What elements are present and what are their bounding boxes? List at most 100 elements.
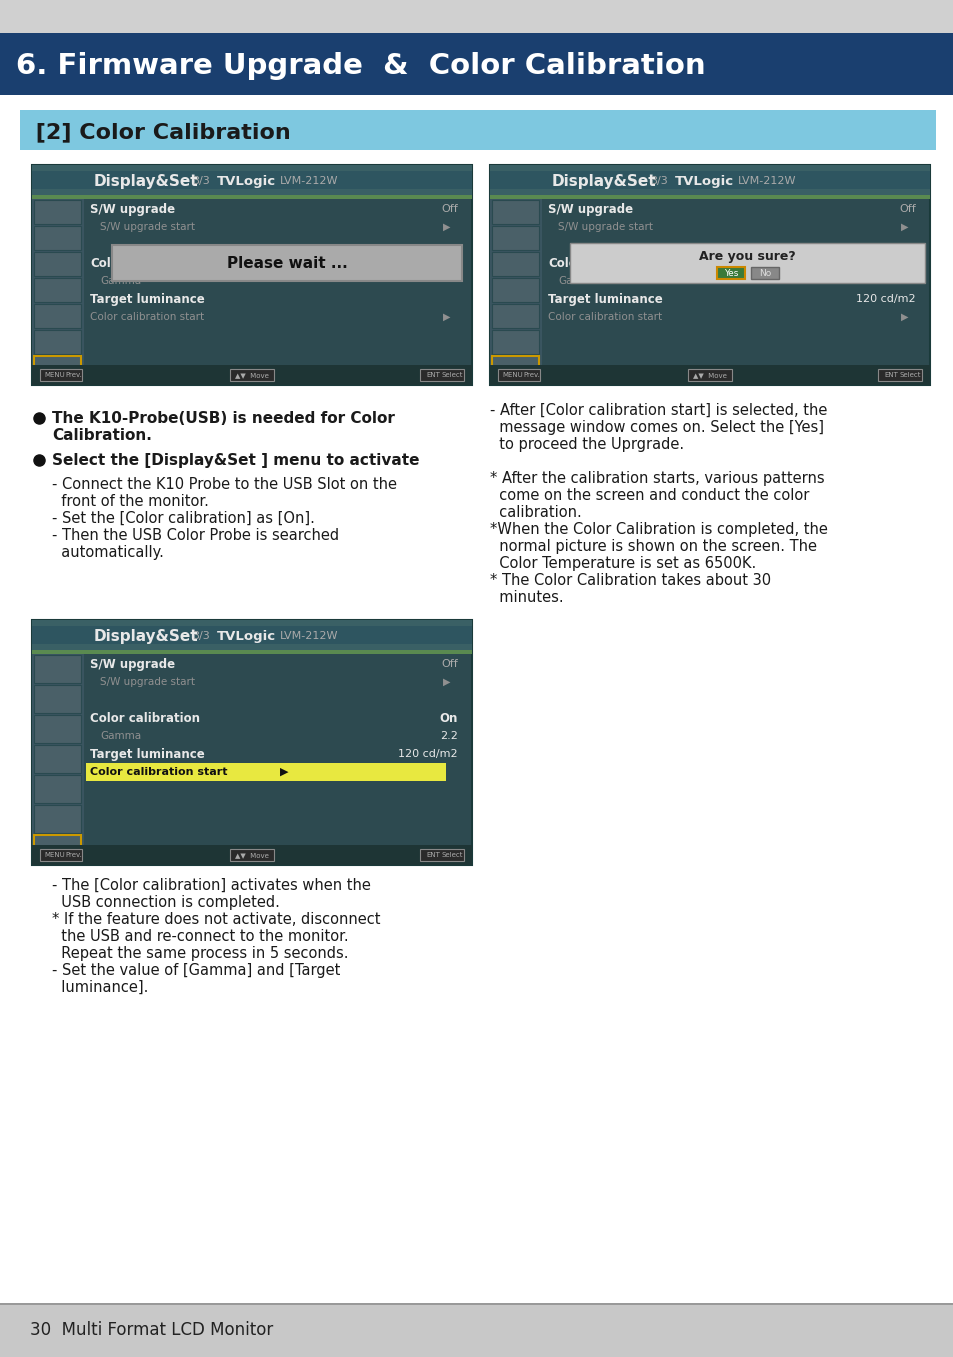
Bar (40, 849, 82, 860)
Bar (34, 252, 81, 275)
Bar (490, 171, 929, 189)
Text: Select the [Display&Set ] menu to activate: Select the [Display&Set ] menu to activa… (52, 452, 419, 468)
Text: S/W upgrade: S/W upgrade (547, 202, 633, 216)
Text: ▶: ▶ (442, 223, 450, 232)
Bar (569, 243, 924, 284)
Text: * The Color Calibration takes about 30: * The Color Calibration takes about 30 (490, 573, 770, 588)
Text: ▲▼  Move: ▲▼ Move (234, 372, 269, 379)
Text: Off: Off (899, 204, 915, 214)
Text: ▶: ▶ (900, 312, 907, 322)
Text: Color calibration start: Color calibration start (90, 767, 227, 778)
Text: No: No (758, 269, 770, 277)
Bar (32, 654, 84, 864)
Bar (34, 227, 81, 250)
Text: 30  Multi Format LCD Monitor: 30 Multi Format LCD Monitor (30, 1320, 273, 1339)
Text: 3/3: 3/3 (649, 176, 667, 186)
Bar (490, 365, 929, 385)
Text: ENT: ENT (883, 372, 897, 379)
Text: Gamma: Gamma (558, 275, 598, 286)
Text: ▲▼  Move: ▲▼ Move (692, 372, 726, 379)
Text: Color calibration: Color calibration (90, 711, 200, 725)
Bar (230, 849, 274, 860)
Text: Select: Select (441, 852, 463, 858)
Bar (32, 166, 472, 197)
Text: ▶: ▶ (442, 677, 450, 687)
Text: USB connection is completed.: USB connection is completed. (52, 894, 279, 909)
Text: On: On (439, 711, 457, 725)
Bar (32, 620, 472, 651)
Text: S/W upgrade start: S/W upgrade start (100, 223, 194, 232)
Bar (490, 166, 929, 197)
Text: Select: Select (441, 372, 463, 379)
Text: Target luminance: Target luminance (90, 293, 205, 305)
Text: TVLogic: TVLogic (216, 175, 275, 187)
Text: On: On (897, 256, 915, 270)
Bar (492, 227, 538, 250)
Text: Off: Off (441, 660, 457, 669)
Bar (34, 745, 81, 773)
Bar (40, 369, 82, 381)
Text: ▶: ▶ (442, 312, 450, 322)
Bar (32, 650, 472, 654)
Bar (492, 252, 538, 275)
Text: 120 cd/m2: 120 cd/m2 (856, 294, 915, 304)
Text: Prev.: Prev. (522, 372, 539, 379)
Bar (34, 835, 81, 863)
Bar (34, 655, 81, 683)
Bar (32, 195, 472, 199)
Text: LVM-212W: LVM-212W (280, 631, 338, 641)
Text: Color calibration start: Color calibration start (547, 312, 661, 322)
Text: - After [Color calibration start] is selected, the: - After [Color calibration start] is sel… (490, 403, 826, 418)
Text: - Set the value of [Gamma] and [Target: - Set the value of [Gamma] and [Target (52, 962, 340, 977)
Bar (0, 0, 953, 33)
Text: Color: Color (90, 256, 125, 270)
Text: 3/3: 3/3 (192, 631, 210, 641)
Bar (34, 330, 81, 354)
Bar (34, 278, 81, 303)
Text: ▶: ▶ (900, 223, 907, 232)
Text: Target luminance: Target luminance (90, 748, 205, 760)
Bar (492, 278, 538, 303)
Text: 2.2: 2.2 (897, 275, 915, 286)
Bar (34, 356, 81, 380)
Bar (717, 267, 744, 280)
Bar (750, 267, 779, 280)
Bar (86, 763, 446, 782)
Text: Repeat the same process in 5 seconds.: Repeat the same process in 5 seconds. (52, 946, 348, 961)
Bar (492, 330, 538, 354)
Bar (490, 166, 929, 385)
Text: *When the Color Calibration is completed, the: *When the Color Calibration is completed… (490, 521, 827, 536)
Text: Display&Set: Display&Set (552, 174, 656, 189)
Text: Prev.: Prev. (65, 372, 82, 379)
Bar (20, 110, 935, 151)
Text: to proceed the Uprgrade.: to proceed the Uprgrade. (490, 437, 683, 452)
Text: [2] Color Calibration: [2] Color Calibration (28, 122, 291, 142)
Text: Display&Set: Display&Set (94, 174, 198, 189)
Bar (32, 166, 472, 385)
Text: - Then the USB Color Probe is searched: - Then the USB Color Probe is searched (52, 528, 338, 543)
Text: Display&Set: Display&Set (94, 628, 198, 643)
Text: Off: Off (441, 204, 457, 214)
Text: come on the screen and conduct the color: come on the screen and conduct the color (490, 487, 808, 502)
Text: TVLogic: TVLogic (675, 175, 734, 187)
Text: TVLogic: TVLogic (216, 630, 275, 642)
Bar (0, 1305, 953, 1357)
Text: LVM-212W: LVM-212W (738, 176, 796, 186)
Text: Color: Color (547, 256, 582, 270)
Text: ▲▼  Move: ▲▼ Move (234, 852, 269, 858)
Text: minutes.: minutes. (490, 589, 563, 604)
Text: Gamma: Gamma (100, 731, 141, 741)
Text: Prev.: Prev. (65, 852, 82, 858)
Text: - The [Color calibration] activates when the: - The [Color calibration] activates when… (52, 878, 371, 893)
Bar (34, 715, 81, 744)
Bar (0, 33, 953, 95)
Text: S/W upgrade start: S/W upgrade start (558, 223, 652, 232)
Text: ▶: ▶ (280, 767, 288, 778)
Text: S/W upgrade: S/W upgrade (90, 202, 175, 216)
Text: 3/3: 3/3 (192, 176, 210, 186)
Bar (34, 775, 81, 803)
Text: Color calibration start: Color calibration start (90, 312, 204, 322)
Text: Please wait ...: Please wait ... (227, 255, 347, 270)
Text: normal picture is shown on the screen. The: normal picture is shown on the screen. T… (490, 539, 816, 554)
Text: 2.2: 2.2 (439, 731, 457, 741)
